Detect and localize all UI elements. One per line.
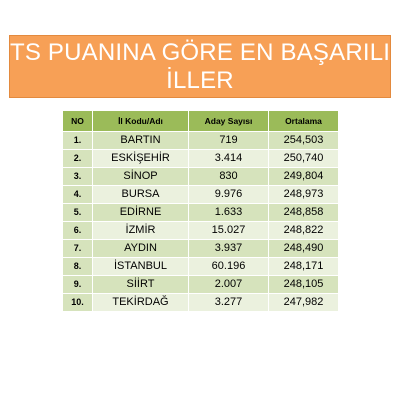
title-line-1: TS PUANINA GÖRE EN BAŞARILI xyxy=(10,39,391,66)
candidates-cell: 3.937 xyxy=(188,239,269,258)
average-cell: 248,822 xyxy=(268,221,339,240)
row-number: 3. xyxy=(62,167,93,186)
candidates-cell: 9.976 xyxy=(188,185,269,204)
province-cell: BURSA xyxy=(92,185,189,204)
province-cell: TEKİRDAĞ xyxy=(92,293,189,312)
average-cell: 248,171 xyxy=(268,257,339,276)
province-cell: SİNOP xyxy=(92,167,189,186)
candidates-cell: 3.414 xyxy=(188,149,269,168)
table-row: 10. TEKİRDAĞ 3.277 247,982 xyxy=(62,293,339,312)
table-row: 5. EDİRNE 1.633 248,858 xyxy=(62,203,339,222)
average-cell: 248,490 xyxy=(268,239,339,258)
province-cell: BARTIN xyxy=(92,131,189,150)
row-number: 5. xyxy=(62,203,93,222)
row-number: 9. xyxy=(62,275,93,294)
candidates-cell: 15.027 xyxy=(188,221,269,240)
average-cell: 249,804 xyxy=(268,167,339,186)
candidates-cell: 1.633 xyxy=(188,203,269,222)
table-row: 4. BURSA 9.976 248,973 xyxy=(62,185,339,204)
table-header-row: NO İl Kodu/Adı Aday Sayısı Ortalama xyxy=(62,110,339,132)
candidates-cell: 2.007 xyxy=(188,275,269,294)
row-number: 6. xyxy=(62,221,93,240)
candidates-cell: 719 xyxy=(188,131,269,150)
header-province: İl Kodu/Adı xyxy=(92,110,189,132)
province-cell: AYDIN xyxy=(92,239,189,258)
table-row: 2. ESKİŞEHİR 3.414 250,740 xyxy=(62,149,339,168)
province-cell: SİİRT xyxy=(92,275,189,294)
province-cell: İZMİR xyxy=(92,221,189,240)
candidates-cell: 60.196 xyxy=(188,257,269,276)
row-number: 2. xyxy=(62,149,93,168)
title-banner: TS PUANINA GÖRE EN BAŞARILI İLLER xyxy=(9,35,391,98)
average-cell: 248,858 xyxy=(268,203,339,222)
average-cell: 248,973 xyxy=(268,185,339,204)
candidates-cell: 3.277 xyxy=(188,293,269,312)
header-candidates: Aday Sayısı xyxy=(188,110,269,132)
table-row: 7. AYDIN 3.937 248,490 xyxy=(62,239,339,258)
province-cell: EDİRNE xyxy=(92,203,189,222)
title-line-2: İLLER xyxy=(166,67,234,94)
ranking-table: NO İl Kodu/Adı Aday Sayısı Ortalama 1. BA… xyxy=(62,110,339,312)
average-cell: 247,982 xyxy=(268,293,339,312)
average-cell: 254,503 xyxy=(268,131,339,150)
table-row: 9. SİİRT 2.007 248,105 xyxy=(62,275,339,294)
table-body: 1. BARTIN 719 254,503 2. ESKİŞEHİR 3.414 250,74… xyxy=(62,131,339,312)
province-cell: İSTANBUL xyxy=(92,257,189,276)
header-no: NO xyxy=(62,110,93,132)
row-number: 8. xyxy=(62,257,93,276)
row-number: 7. xyxy=(62,239,93,258)
province-cell: ESKİŞEHİR xyxy=(92,149,189,168)
table-row: 1. BARTIN 719 254,503 xyxy=(62,131,339,150)
table-row: 3. SİNOP 830 249,804 xyxy=(62,167,339,186)
table-row: 8. İSTANBUL 60.196 248,171 xyxy=(62,257,339,276)
average-cell: 248,105 xyxy=(268,275,339,294)
header-average: Ortalama xyxy=(268,110,339,132)
table-row: 6. İZMİR 15.027 248,822 xyxy=(62,221,339,240)
candidates-cell: 830 xyxy=(188,167,269,186)
average-cell: 250,740 xyxy=(268,149,339,168)
row-number: 1. xyxy=(62,131,93,150)
row-number: 4. xyxy=(62,185,93,204)
row-number: 10. xyxy=(62,293,93,312)
